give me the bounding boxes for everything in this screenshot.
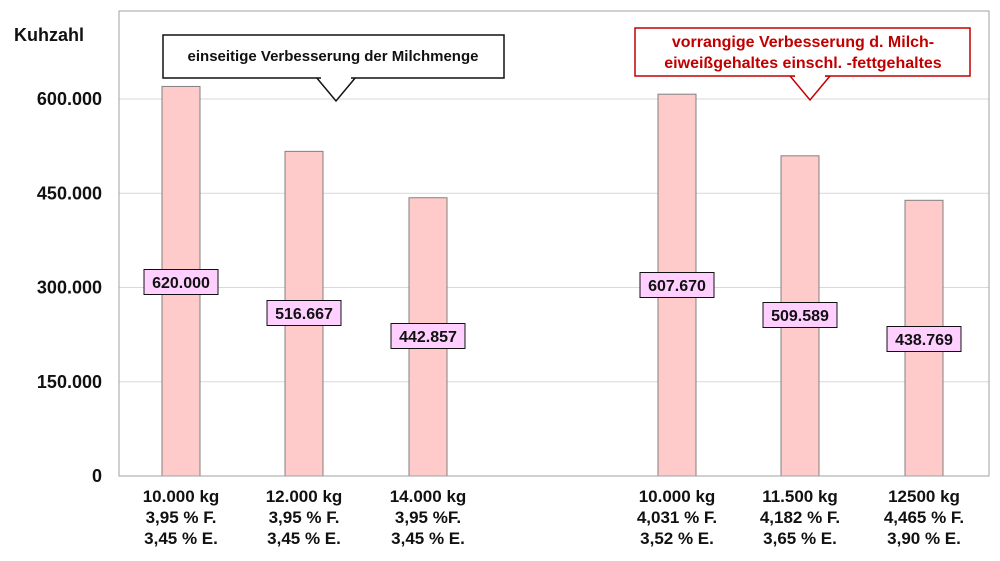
annotation-callout-2: vorrangige Verbesserung d. Milch- eiweiß…: [634, 27, 971, 102]
y-tick-label: 150.000: [37, 372, 102, 392]
x-tick-label-line: 3,45 % E.: [267, 529, 341, 548]
x-tick-label-line: 4,465 % F.: [884, 508, 964, 527]
x-tick-label: 10.000 kg 4,031 % F. 3,52 % E.: [637, 487, 717, 548]
x-tick-label-line: 11.500 kg: [762, 487, 838, 506]
data-label-text: 516.667: [275, 306, 333, 323]
bars: [161, 85, 944, 477]
x-tick-label-line: 10.000 kg: [639, 487, 716, 506]
data-label: 442.857: [390, 323, 466, 349]
x-tick-label-line: 3,45 % E.: [391, 529, 465, 548]
x-tick-label-line: 3,95 % F.: [146, 508, 217, 527]
data-label: 509.589: [762, 302, 838, 328]
data-label-text: 620.000: [152, 275, 210, 292]
data-label-box: [639, 272, 715, 298]
callout-1-text: einseitige Verbesserung der Milchmenge: [188, 48, 479, 65]
x-tick-label-line: 3,95 % F.: [269, 508, 340, 527]
data-label-box: [390, 323, 466, 349]
y-axis-label: Kuhzahl: [14, 25, 84, 45]
x-tick-label-line: 12.000 kg: [266, 487, 343, 506]
data-label-text: 438.769: [895, 332, 953, 349]
annotation-callout-1: einseitige Verbesserung der Milchmenge: [162, 34, 505, 103]
y-tick-label: 300.000: [37, 278, 102, 298]
x-tick-label-line: 3,52 % E.: [640, 529, 714, 548]
data-label-box: [762, 302, 838, 328]
data-label-text: 607.670: [648, 278, 706, 295]
data-label-text: 442.857: [399, 329, 457, 346]
x-tick-label: 12500 kg 4,465 % F. 3,90 % E.: [884, 487, 964, 548]
x-tick-label-line: 4,031 % F.: [637, 508, 717, 527]
callout-1-arrow: [314, 76, 358, 103]
x-tick-label-line: 10.000 kg: [143, 487, 220, 506]
y-tick-label: 450.000: [37, 183, 102, 203]
data-label-box: [266, 300, 342, 326]
data-label: 516.667: [266, 300, 342, 326]
data-label: 607.670: [639, 272, 715, 298]
x-tick-label-line: 12500 kg: [888, 487, 960, 506]
x-axis-ticks: 10.000 kg 3,95 % F. 3,45 % E. 12.000 kg 3,95…: [143, 487, 964, 548]
callout-2-arrow: [788, 75, 832, 102]
data-label-box: [143, 269, 219, 295]
x-tick-label-line: 3,45 % E.: [144, 529, 218, 548]
callout-2-text-line-1: vorrangige Verbesserung d. Milch-: [672, 34, 934, 51]
x-tick-label-line: 3,65 % E.: [763, 529, 837, 548]
plot-area: [118, 10, 990, 477]
callout-2-box: [634, 27, 971, 77]
data-label: 620.000: [143, 269, 219, 295]
data-label-text: 509.589: [771, 308, 829, 325]
data-label: 438.769: [886, 326, 962, 352]
x-tick-label: 11.500 kg 4,182 % F. 3,65 % E.: [760, 487, 840, 548]
x-tick-label: 14.000 kg 3,95 %F. 3,45 % E.: [390, 487, 467, 548]
x-tick-label: 10.000 kg 3,95 % F. 3,45 % E.: [143, 487, 220, 548]
callout-2-text-line-2: eiweißgehaltes einschl. -fettgehaltes: [664, 55, 942, 72]
x-tick-label: 12.000 kg 3,95 % F. 3,45 % E.: [266, 487, 343, 548]
y-axis-ticks: 0 150.000 300.000 450.000 600.000: [37, 89, 102, 486]
gridlines: [119, 98, 989, 383]
y-tick-label: 600.000: [37, 89, 102, 109]
data-label-box: [886, 326, 962, 352]
x-tick-label-line: 3,95 %F.: [395, 508, 461, 527]
data-labels: 620.000 516.667 442.857 607.670 509.589 438.7…: [143, 269, 962, 352]
x-tick-label-line: 4,182 % F.: [760, 508, 840, 527]
x-tick-label-line: 14.000 kg: [390, 487, 467, 506]
x-tick-label-line: 3,90 % E.: [887, 529, 961, 548]
y-tick-label: 0: [92, 466, 102, 486]
